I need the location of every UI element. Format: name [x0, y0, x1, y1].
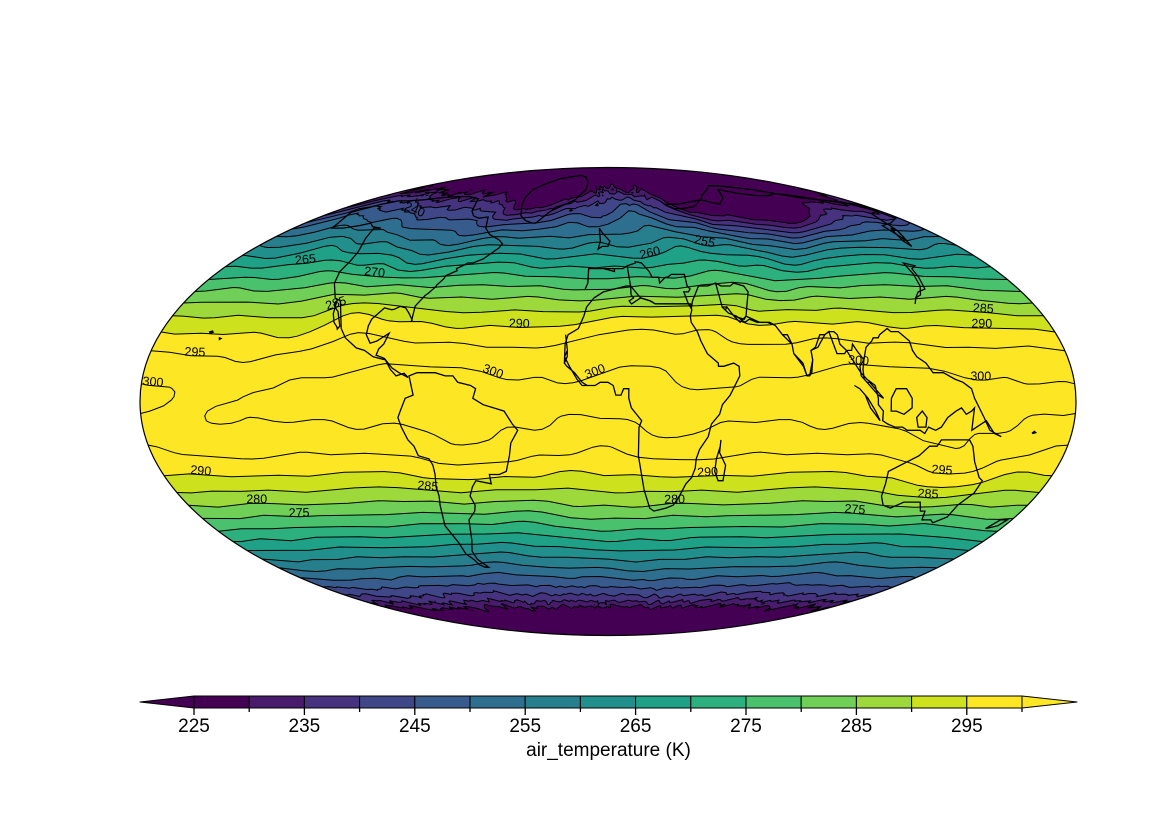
- svg-text:air_temperature (K): air_temperature (K): [526, 740, 691, 761]
- svg-text:285: 285: [841, 716, 873, 737]
- svg-text:255: 255: [509, 716, 541, 737]
- svg-text:265: 265: [620, 716, 652, 737]
- svg-text:280: 280: [664, 492, 685, 506]
- svg-text:295: 295: [184, 345, 205, 360]
- svg-text:235: 235: [289, 716, 321, 737]
- svg-text:225: 225: [178, 716, 210, 737]
- svg-text:270: 270: [364, 264, 386, 280]
- svg-text:275: 275: [844, 502, 866, 518]
- svg-text:285: 285: [917, 486, 939, 501]
- svg-text:295: 295: [951, 716, 983, 737]
- svg-text:275: 275: [289, 506, 310, 520]
- svg-text:290: 290: [190, 463, 212, 479]
- svg-text:245: 245: [399, 716, 431, 737]
- svg-text:290: 290: [697, 464, 719, 479]
- svg-text:295: 295: [931, 462, 953, 477]
- svg-text:300: 300: [848, 353, 870, 369]
- svg-text:285: 285: [973, 301, 995, 316]
- svg-text:265: 265: [294, 251, 316, 267]
- svg-text:300: 300: [970, 369, 991, 383]
- svg-text:290: 290: [971, 316, 992, 330]
- svg-text:280: 280: [246, 492, 267, 506]
- svg-text:300: 300: [142, 374, 164, 390]
- svg-text:275: 275: [730, 716, 762, 737]
- svg-text:285: 285: [417, 478, 439, 494]
- svg-text:290: 290: [509, 316, 530, 330]
